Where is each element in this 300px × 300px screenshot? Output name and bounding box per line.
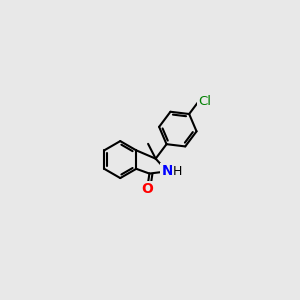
Text: Cl: Cl xyxy=(198,95,211,108)
Text: H: H xyxy=(173,165,182,178)
Text: O: O xyxy=(141,182,153,196)
Text: N: N xyxy=(161,164,173,178)
